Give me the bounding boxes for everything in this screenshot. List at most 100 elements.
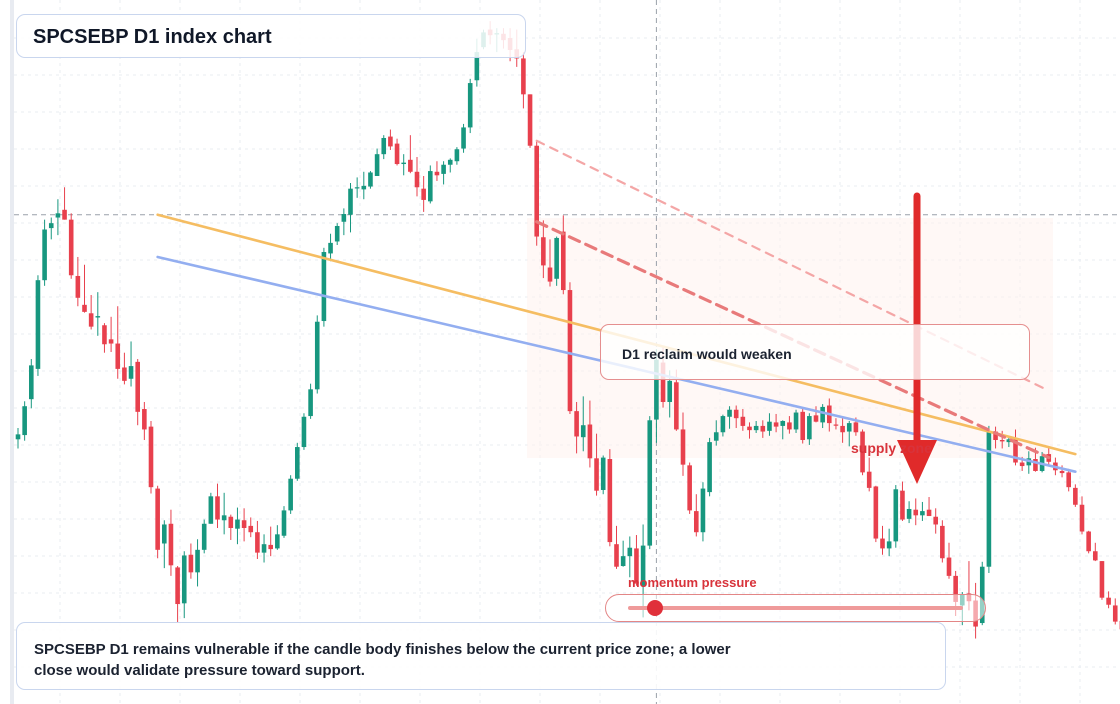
candle <box>793 409 799 433</box>
candle <box>634 535 639 586</box>
momentum-label: momentum pressure <box>628 575 757 590</box>
candle <box>694 494 699 537</box>
candle-body <box>620 556 626 567</box>
candle <box>986 425 992 574</box>
candle <box>394 138 400 166</box>
candle <box>68 213 74 279</box>
candle <box>82 264 87 313</box>
candle <box>687 462 692 514</box>
candle-body <box>647 420 653 546</box>
candle <box>866 457 872 492</box>
candle-body <box>354 187 360 189</box>
candle <box>574 401 579 454</box>
candle-body <box>115 343 121 369</box>
candle <box>467 78 473 134</box>
candle <box>800 408 805 444</box>
candle <box>620 540 626 567</box>
candle <box>168 509 174 576</box>
candle <box>580 396 586 452</box>
candle <box>587 400 593 468</box>
candle-body <box>35 280 41 369</box>
candle-body <box>241 520 247 528</box>
candle <box>295 442 300 481</box>
candle <box>421 176 426 212</box>
candle-body <box>295 447 300 479</box>
candle <box>42 219 47 286</box>
candle <box>1073 484 1078 507</box>
candle-body <box>248 525 254 533</box>
candle-body <box>933 516 938 525</box>
candle-body <box>554 237 559 279</box>
candle <box>813 406 819 423</box>
candle <box>906 501 912 524</box>
candle-body <box>521 58 526 95</box>
candle-body <box>600 457 606 490</box>
candle <box>275 525 280 550</box>
candle <box>235 507 240 545</box>
candle-body <box>128 366 134 379</box>
candle-body <box>833 424 839 426</box>
candle-body <box>873 486 879 539</box>
candle-body <box>920 511 925 516</box>
candle-body <box>760 425 766 432</box>
candle-body <box>421 188 426 200</box>
momentum-knob[interactable] <box>646 600 663 616</box>
candle <box>780 420 786 440</box>
candle-body <box>1013 439 1018 463</box>
candle <box>747 422 752 439</box>
candle-body <box>1006 439 1012 443</box>
candle-body <box>68 219 74 276</box>
candle <box>35 275 41 376</box>
candle <box>175 566 180 624</box>
candle <box>1093 542 1098 562</box>
candle <box>241 508 247 542</box>
candle <box>15 428 21 449</box>
candle-body <box>341 214 347 222</box>
candle-body <box>142 409 147 430</box>
candle-body <box>674 382 679 430</box>
candle <box>561 215 566 295</box>
candle-body <box>474 52 480 81</box>
momentum-track <box>628 606 963 610</box>
candle <box>88 294 94 330</box>
candle <box>840 418 845 443</box>
candle <box>428 165 433 204</box>
candle <box>833 418 839 430</box>
candle <box>767 413 772 436</box>
candle-body <box>753 425 759 431</box>
candle <box>454 147 460 165</box>
candle <box>541 220 546 279</box>
candle-body <box>614 544 619 567</box>
candle-body <box>906 508 912 519</box>
candle <box>1013 429 1018 466</box>
candle <box>680 412 686 476</box>
candle-body <box>993 431 998 440</box>
candle-body <box>866 471 872 488</box>
candle <box>447 158 453 173</box>
candle <box>920 501 925 521</box>
candle-body <box>195 549 200 573</box>
candle-body <box>215 496 220 520</box>
candle-body <box>880 538 885 549</box>
candle-body <box>594 458 599 491</box>
candle-body <box>441 164 446 174</box>
candle <box>527 94 533 148</box>
candle-body <box>22 406 27 436</box>
candle <box>873 485 879 543</box>
candle-body <box>707 442 712 493</box>
candle-body <box>694 511 699 533</box>
candle-body <box>979 566 985 624</box>
candle-body <box>95 316 101 318</box>
candle-body <box>787 422 792 430</box>
candle <box>341 208 347 236</box>
candle <box>594 433 599 496</box>
candle <box>281 506 287 538</box>
candle <box>733 405 739 429</box>
momentum-slider[interactable] <box>605 594 986 622</box>
candle <box>221 492 227 535</box>
candle-body <box>235 519 240 529</box>
candle <box>1086 530 1091 554</box>
candle-body <box>255 532 260 553</box>
candle-body <box>813 415 819 422</box>
candle <box>288 475 293 514</box>
